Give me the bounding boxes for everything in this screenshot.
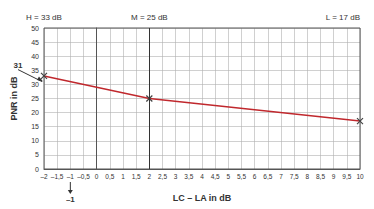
svg-text:10: 10 xyxy=(356,173,364,180)
svg-text:31: 31 xyxy=(14,61,23,70)
svg-text:7,5: 7,5 xyxy=(290,173,299,180)
svg-text:5: 5 xyxy=(227,173,231,180)
svg-text:35: 35 xyxy=(31,67,39,74)
svg-text:9,5: 9,5 xyxy=(342,173,351,180)
svg-text:0,5: 0,5 xyxy=(105,173,114,180)
svg-text:20: 20 xyxy=(31,109,39,116)
svg-text:4: 4 xyxy=(200,173,204,180)
svg-text:30: 30 xyxy=(31,81,39,88)
svg-text:1,5: 1,5 xyxy=(132,173,141,180)
svg-text:L = 17 dB: L = 17 dB xyxy=(326,13,360,22)
svg-text:9: 9 xyxy=(332,173,336,180)
svg-text:PNR in dB: PNR in dB xyxy=(9,76,19,120)
svg-text:8,5: 8,5 xyxy=(316,173,325,180)
svg-text:40: 40 xyxy=(31,53,39,60)
svg-text:50: 50 xyxy=(31,25,39,32)
svg-text:–1,5: –1,5 xyxy=(51,173,64,180)
svg-text:3: 3 xyxy=(174,173,178,180)
svg-text:–1: –1 xyxy=(67,173,75,180)
svg-text:3,5: 3,5 xyxy=(184,173,193,180)
svg-text:6,5: 6,5 xyxy=(263,173,272,180)
svg-text:5,5: 5,5 xyxy=(237,173,246,180)
svg-text:7: 7 xyxy=(279,173,283,180)
svg-text:25: 25 xyxy=(31,95,39,102)
svg-text:LC – LA in dB: LC – LA in dB xyxy=(173,193,232,203)
svg-text:6: 6 xyxy=(253,173,257,180)
svg-text:15: 15 xyxy=(31,123,39,130)
svg-text:8: 8 xyxy=(306,173,310,180)
svg-text:10: 10 xyxy=(31,137,39,144)
svg-text:1: 1 xyxy=(121,173,125,180)
svg-text:4,5: 4,5 xyxy=(211,173,220,180)
svg-text:0: 0 xyxy=(35,166,39,173)
svg-text:2,5: 2,5 xyxy=(158,173,167,180)
svg-text:–0,5: –0,5 xyxy=(77,173,90,180)
svg-text:H = 33 dB: H = 33 dB xyxy=(26,13,62,22)
svg-text:0: 0 xyxy=(95,173,99,180)
svg-text:45: 45 xyxy=(31,39,39,46)
svg-text:M = 25 dB: M = 25 dB xyxy=(131,13,168,22)
svg-text:–1: –1 xyxy=(66,195,75,204)
svg-text:5: 5 xyxy=(35,151,39,158)
svg-text:–2: –2 xyxy=(40,173,48,180)
svg-text:2: 2 xyxy=(148,173,152,180)
